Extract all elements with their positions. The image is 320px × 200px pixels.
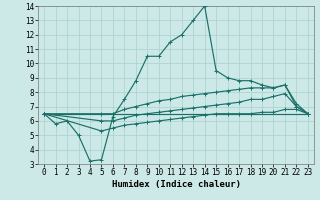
X-axis label: Humidex (Indice chaleur): Humidex (Indice chaleur) <box>111 180 241 189</box>
